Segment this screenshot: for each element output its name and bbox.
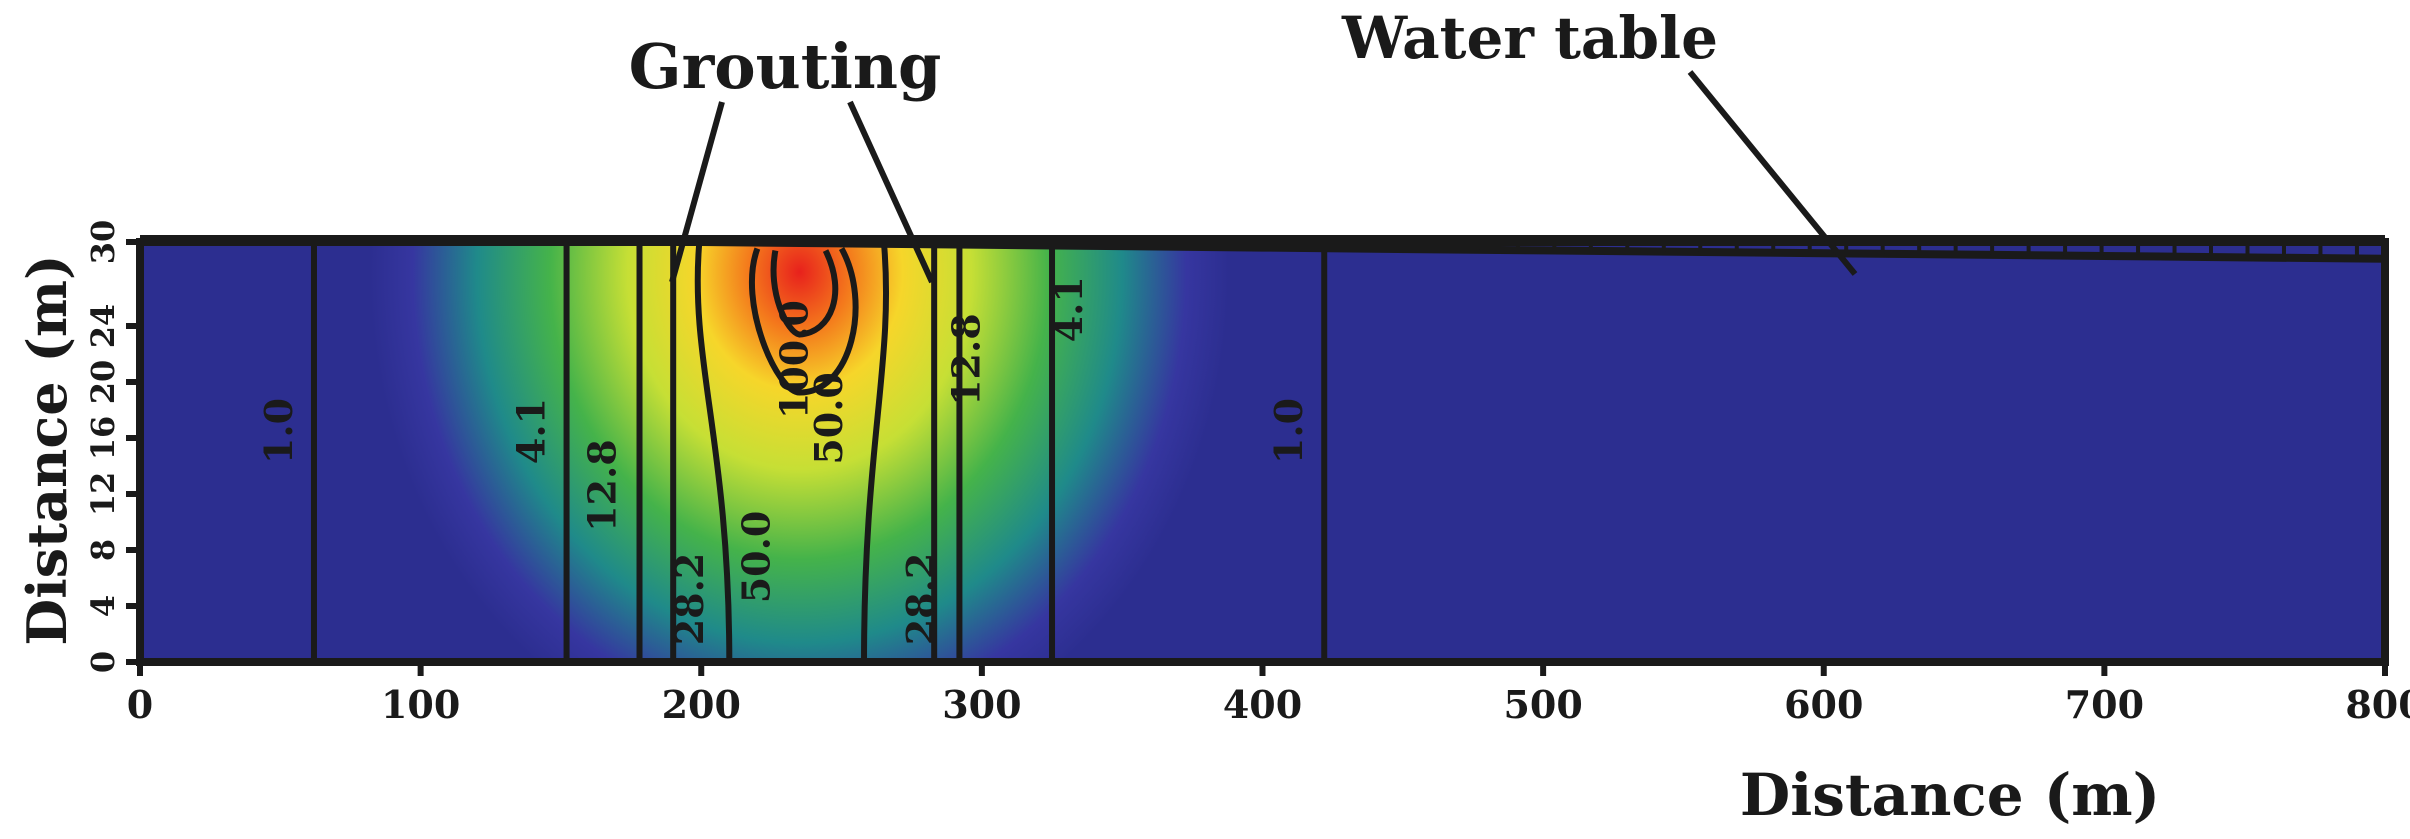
axes: 0 100 200 300 400 500 600 700 800 0 4 8 12 16 20 24 30 — [84, 220, 2410, 727]
contour-label: 50.0 — [806, 372, 851, 465]
contour-line — [861, 243, 890, 662]
y-axis-label: Distance (m) — [15, 254, 79, 645]
grouting-arrow-right — [847, 100, 935, 284]
contour-label: 4.1 — [509, 398, 554, 464]
water-table-label: Water table — [1341, 4, 1718, 72]
x-tick-label: 300 — [942, 682, 1021, 727]
x-tick-label: 500 — [1503, 682, 1582, 727]
x-tick-label: 100 — [381, 682, 460, 727]
contour-label: 1.0 — [256, 398, 301, 464]
contour-label: 28.2 — [667, 553, 712, 646]
contour-lines: 1.0 4.112.828.2 50.0100.050.028.212.84.11.… — [256, 242, 1328, 662]
x-tick-label: 0 — [127, 682, 153, 727]
water-table-arrow — [1687, 70, 1858, 276]
contour-label: 50.0 — [733, 511, 778, 604]
contour-label: 4.1 — [1046, 276, 1091, 342]
contour-line-inner — [770, 249, 839, 338]
grouting-label: Grouting — [629, 30, 942, 103]
contour-line — [694, 242, 733, 662]
y-tick-label: 16 — [84, 416, 122, 461]
x-axis-label: Distance (m) — [1740, 761, 2160, 829]
x-tick-label: 400 — [1223, 682, 1302, 727]
x-tick-label: 200 — [662, 682, 741, 727]
contour-label: 1.0 — [1266, 398, 1311, 464]
contour-label: 100.0 — [771, 300, 816, 419]
grouting-arrow-left — [669, 101, 725, 283]
x-tick-label: 600 — [1784, 682, 1863, 727]
x-tick-label: 800 — [2345, 682, 2410, 727]
y-tick-label: 12 — [84, 472, 122, 517]
y-tick-label: 4 — [84, 595, 122, 617]
water-table-annotation: Water table — [1341, 4, 1858, 276]
x-tick-label: 700 — [2065, 682, 2144, 727]
y-tick-label: 20 — [84, 360, 122, 405]
concentration-plume — [140, 242, 2385, 662]
grouting-annotation: Grouting — [629, 30, 942, 284]
contour-label: 28.2 — [898, 553, 943, 646]
y-tick-label: 24 — [84, 304, 122, 349]
plot-area: 1.0 4.112.828.2 50.0100.050.028.212.84.11.… — [140, 242, 2385, 662]
y-tick-label: 30 — [84, 220, 122, 265]
contour-label: 12.8 — [943, 313, 988, 406]
y-tick-label: 0 — [84, 651, 122, 673]
contour-label: 12.8 — [580, 439, 625, 532]
contour-line — [749, 247, 859, 396]
y-tick-label: 8 — [84, 539, 122, 561]
